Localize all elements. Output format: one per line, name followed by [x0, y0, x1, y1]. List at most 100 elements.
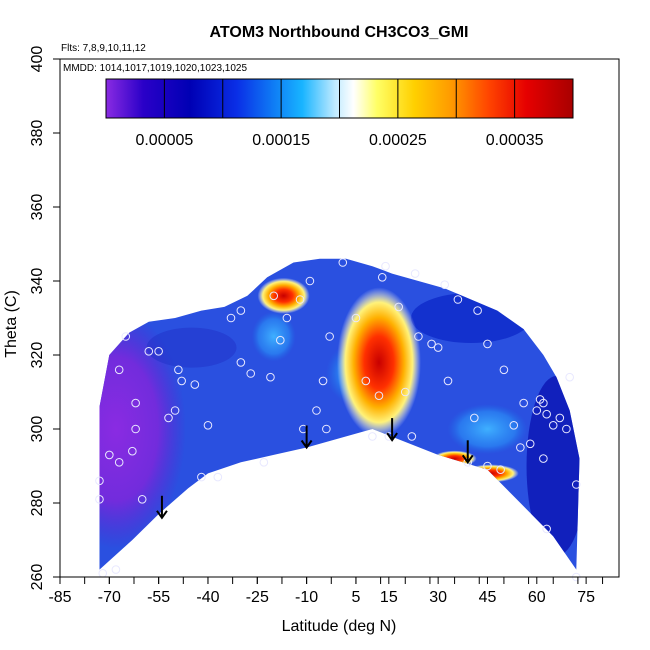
surface-arrows: [156, 418, 474, 520]
sample-point: [164, 413, 173, 423]
colorbar-tick-label: 0.00015: [252, 132, 310, 149]
sample-point: [400, 387, 410, 397]
chart-title: ATOM3 Northbound CH3CO3_GMI: [210, 24, 469, 41]
sample-point: [95, 476, 104, 486]
sample-point: [562, 424, 571, 434]
sample-point: [322, 424, 331, 434]
sample-point: [305, 276, 315, 286]
dark-top-band: [411, 293, 532, 343]
sample-point: [496, 465, 505, 475]
sample-point: [226, 313, 236, 323]
colorbar-labels: 0.00005 0.00015 0.00025 0.00035: [135, 132, 543, 149]
y-tick-label: 320: [29, 342, 46, 369]
x-tick-label: -70: [98, 589, 121, 606]
sample-point: [361, 376, 371, 386]
arrow-head: [300, 439, 313, 450]
arrow-head: [386, 432, 398, 442]
sample-point: [519, 398, 528, 408]
sample-point: [114, 458, 124, 467]
field-overlays: [99, 277, 580, 556]
y-tick-label: 400: [29, 46, 46, 73]
flights-note: Flts: 7,8,9,10,11,12: [61, 43, 146, 54]
sample-point: [565, 372, 574, 382]
x-tick-label: 15: [380, 589, 398, 606]
sample-point: [525, 439, 535, 449]
sample-point: [325, 332, 334, 341]
sample-point: [381, 261, 390, 271]
sample-point: [197, 472, 206, 482]
sample-point: [131, 424, 140, 434]
x-axis-title: Latitude (deg N): [282, 618, 397, 635]
plot-area: [95, 258, 581, 582]
sample-point: [473, 306, 482, 315]
sample-points: [95, 258, 581, 582]
sample-point: [236, 358, 246, 367]
sample-point: [499, 365, 509, 375]
sample-point: [282, 313, 292, 323]
sample-point: [548, 421, 558, 430]
sample-point: [95, 495, 104, 504]
sample-point: [131, 398, 140, 408]
sample-point: [266, 372, 275, 382]
sample-point: [137, 495, 147, 504]
sample-point: [295, 295, 305, 304]
sample-point: [269, 291, 279, 301]
sample-point: [203, 421, 213, 430]
sample-point: [121, 332, 131, 341]
x-tick-label: -25: [246, 589, 269, 606]
x-tick-label: -10: [295, 589, 318, 606]
purple-region: [99, 309, 186, 549]
x-tick-label: 60: [528, 589, 546, 606]
x-tick-label: 30: [429, 589, 447, 606]
x-tick-label: -55: [147, 589, 170, 606]
sample-point: [539, 454, 548, 463]
sample-point: [532, 406, 542, 415]
sample-point: [470, 413, 479, 423]
x-tick-label: 75: [577, 589, 595, 606]
sample-point: [509, 421, 519, 430]
colorbar-tick-label: 0.00025: [369, 132, 427, 149]
sample-point: [312, 406, 321, 415]
dark-north-rim: [526, 376, 580, 556]
sample-point: [440, 280, 450, 290]
anomaly-0: [336, 287, 421, 438]
x-axis: -85 -70 -55 -40 -25 -10 5 15 30 45 60 75: [48, 577, 604, 606]
sample-point: [427, 339, 436, 349]
dark-band: [146, 327, 237, 368]
sample-point: [410, 269, 420, 278]
sample-point: [318, 376, 328, 386]
y-tick-label: 300: [29, 416, 46, 443]
sample-point: [542, 409, 551, 419]
sample-point: [443, 376, 453, 386]
colorbar-tick-label: 0.00035: [486, 132, 544, 149]
sample-point: [170, 406, 180, 415]
colorbar-tick-label: 0.00005: [135, 132, 193, 149]
sample-point: [128, 446, 137, 456]
sample-point: [377, 273, 387, 282]
sample-point: [236, 306, 246, 315]
colorbar: 0.00005 0.00015 0.00025 0.00035: [105, 78, 574, 149]
sample-point: [114, 365, 124, 375]
sample-point: [555, 413, 565, 423]
sample-point: [368, 432, 377, 441]
sample-point: [246, 369, 256, 378]
dates-note: MMDD: 1014,1017,1019,1020,1023,1025: [63, 63, 247, 74]
sample-point: [154, 347, 163, 356]
sample-point: [483, 339, 492, 349]
arrow-head: [156, 510, 168, 520]
sample-point: [276, 335, 285, 345]
sample-point: [542, 524, 551, 534]
sample-point: [414, 332, 423, 341]
sample-point: [516, 443, 525, 452]
sample-point: [338, 258, 348, 267]
sample-point: [453, 295, 463, 304]
arrow-head: [461, 454, 474, 465]
y-tick-label: 340: [29, 268, 46, 295]
sample-point: [105, 450, 114, 460]
sample-point: [177, 376, 186, 386]
plot-frame: [59, 58, 620, 578]
y-tick-label: 280: [29, 490, 46, 517]
sample-point: [433, 343, 443, 352]
colorbar-divisions: [163, 79, 516, 118]
